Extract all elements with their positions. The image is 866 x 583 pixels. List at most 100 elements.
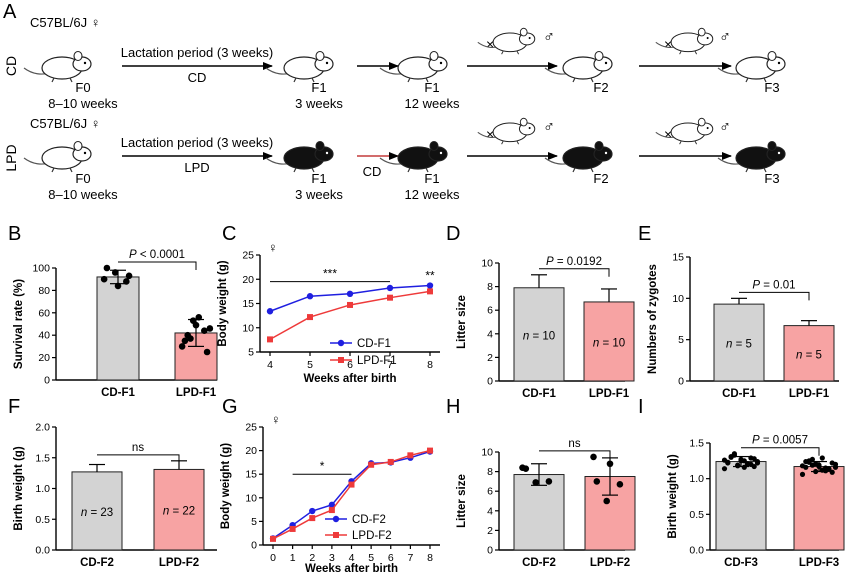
- chart-E-n-label: n = 5: [726, 339, 752, 351]
- chart-D: D 0 2 4 6 8 10 Litter size CD-F1 n = 10 LPD-F1 n = …: [446, 223, 635, 400]
- chart-F: F 0.0 0.5 1.0 1.5 2.0 Birth weight (g) CD-F2 n =…: [8, 396, 217, 569]
- chart-G-point: [368, 461, 375, 468]
- chart-C: C ♀ 5 10 15 20 25 Body weight (g) 4 5 6 7 8 Weeks aft…: [217, 223, 440, 385]
- chart-H-ytick-label: 6: [487, 486, 493, 498]
- chart-G-point: [348, 481, 355, 488]
- chart-G-legend-marker: [333, 532, 339, 538]
- chart-I-point: [823, 468, 829, 474]
- chart-I-point: [751, 463, 757, 470]
- chart-H-ytick-label: 0: [487, 545, 493, 557]
- chart-C-point: [386, 284, 394, 292]
- chart-B-point: [195, 313, 203, 321]
- mouse-f1b-lpd: [379, 140, 448, 173]
- chart-E-ylabel: Numbers of zygotes: [647, 264, 659, 374]
- f1a-lpd: F1: [311, 171, 326, 186]
- chart-F-bracket: [97, 454, 180, 463]
- panel-letter-f: F: [8, 396, 20, 418]
- chart-D-ytick-label: 10: [481, 258, 493, 270]
- row-label-cd: CD: [3, 56, 19, 76]
- male-lpd-1: ♂: [543, 119, 555, 136]
- chart-G-ytick-label: 0: [251, 540, 257, 552]
- chart-C-legend-marker: [338, 357, 344, 363]
- chart-G-xtick-label: 0: [270, 552, 276, 564]
- chart-G-point: [328, 501, 336, 509]
- panel-letter-d: D: [446, 223, 460, 245]
- cross-cd-2: ×: [664, 36, 672, 52]
- chart-C-point: [306, 293, 314, 300]
- f1a-age-lpd: 3 weeks: [295, 187, 343, 202]
- f2-cd: F2: [593, 80, 608, 95]
- chart-D-category-label: LPD-F1: [589, 388, 630, 400]
- chart-D-ytick-label: 0: [487, 376, 493, 388]
- chart-G-xtick-label: 4: [349, 552, 355, 564]
- chart-G-point: [270, 535, 276, 542]
- chart-B-point: [100, 275, 108, 283]
- chart-C-symbol: ♀: [268, 240, 278, 255]
- chart-D-category-label: CD-F1: [522, 388, 556, 400]
- chart-I-ytick-label: 1.0: [689, 473, 704, 485]
- chart-H-ylabel: Litter size: [456, 474, 468, 528]
- chart-G-symbol: ♀: [271, 412, 281, 427]
- chart-I-bar: [715, 461, 767, 551]
- chart-D-n-label: n = 10: [593, 337, 625, 349]
- mouse-f2-lpd: [544, 140, 613, 173]
- mouse-male-cd-2: [655, 27, 714, 55]
- chart-B-ytick-label: 20: [38, 352, 50, 364]
- f1b-cd: F1: [424, 80, 439, 95]
- panel-letter-b: B: [8, 223, 21, 245]
- chart-C-ytick-label: 20: [242, 274, 254, 286]
- chart-I-point: [731, 451, 738, 457]
- chart-B-ylabel: Survival rate (%): [13, 279, 25, 369]
- chart-B-point: [201, 327, 208, 335]
- chart-H-point: [606, 460, 614, 468]
- chart-G-point: [309, 507, 316, 515]
- mouse-f2-cd: [544, 50, 613, 83]
- chart-C-point: [267, 336, 273, 343]
- chart-G: G ♀ 0 5 10 15 20 25 Body weight (g) 0 1 2 3 4 5 6 7 8 Week…: [220, 396, 440, 575]
- panel-letter-c: C: [222, 223, 236, 245]
- chart-C-xlabel: Weeks after birth: [303, 373, 396, 385]
- chart-I-point: [799, 463, 806, 469]
- chart-C-series-line: [269, 290, 431, 341]
- chart-F-n-label: n = 23: [81, 507, 113, 519]
- chart-G-xtick-label: 7: [407, 552, 413, 564]
- chart-H-point: [522, 465, 530, 472]
- panel-letter-a: A: [3, 1, 17, 23]
- chart-I-point: [799, 471, 806, 477]
- mouse-male-lpd-2: [655, 117, 714, 145]
- chart-F-bar: [71, 471, 123, 551]
- chart-I-point: [721, 466, 728, 472]
- chart-C-legend-label: LPD-F1: [357, 355, 397, 367]
- panel-a-text: A CD C57BL/6J ♀ Lactation period (3 week…: [3, 1, 780, 202]
- chart-B-pvalue: P < 0.0001: [129, 249, 185, 261]
- chart-D-pvalue: P = 0.0192: [546, 256, 602, 268]
- chart-B-point: [114, 282, 122, 290]
- chart-B: B 0 20 40 60 80 100 Survival rate (%) CD-F1 LPD-F…: [8, 223, 218, 399]
- mouse-f0-lpd: [23, 140, 92, 173]
- chart-G-ytick-label: 5: [251, 516, 257, 528]
- chart-C-point: [387, 294, 393, 301]
- chart-B-point: [125, 272, 133, 280]
- chart-I-point: [819, 455, 825, 461]
- chart-B-point: [111, 269, 119, 276]
- chart-G-ytick-label: 10: [245, 492, 257, 504]
- chart-I-bracket: [741, 447, 820, 456]
- chart-H-point: [616, 481, 624, 488]
- panel-letter-e: E: [638, 223, 651, 245]
- mouse-f3-cd: [717, 50, 786, 83]
- chart-E: E 0 5 10 15 Numbers of zygotes CD-F1 n = 5 LPD-F…: [638, 223, 839, 400]
- chart-D-ytick-label: 4: [487, 328, 493, 340]
- chart-C-annotation: **: [425, 269, 435, 283]
- chart-E-ytick-label: 10: [672, 293, 684, 305]
- chart-C-point: [346, 290, 354, 297]
- chart-C-ytick-label: 25: [242, 250, 254, 262]
- chart-G-annotation: *: [320, 459, 325, 473]
- chart-B-point: [178, 343, 186, 350]
- chart-C-legend-label: CD-F1: [357, 338, 391, 350]
- chart-I-point: [813, 468, 819, 475]
- f0-age-cd: 8–10 weeks: [48, 96, 118, 111]
- chart-I-ylabel: Birth weight (g): [667, 454, 679, 538]
- diet-cd: CD: [188, 70, 207, 85]
